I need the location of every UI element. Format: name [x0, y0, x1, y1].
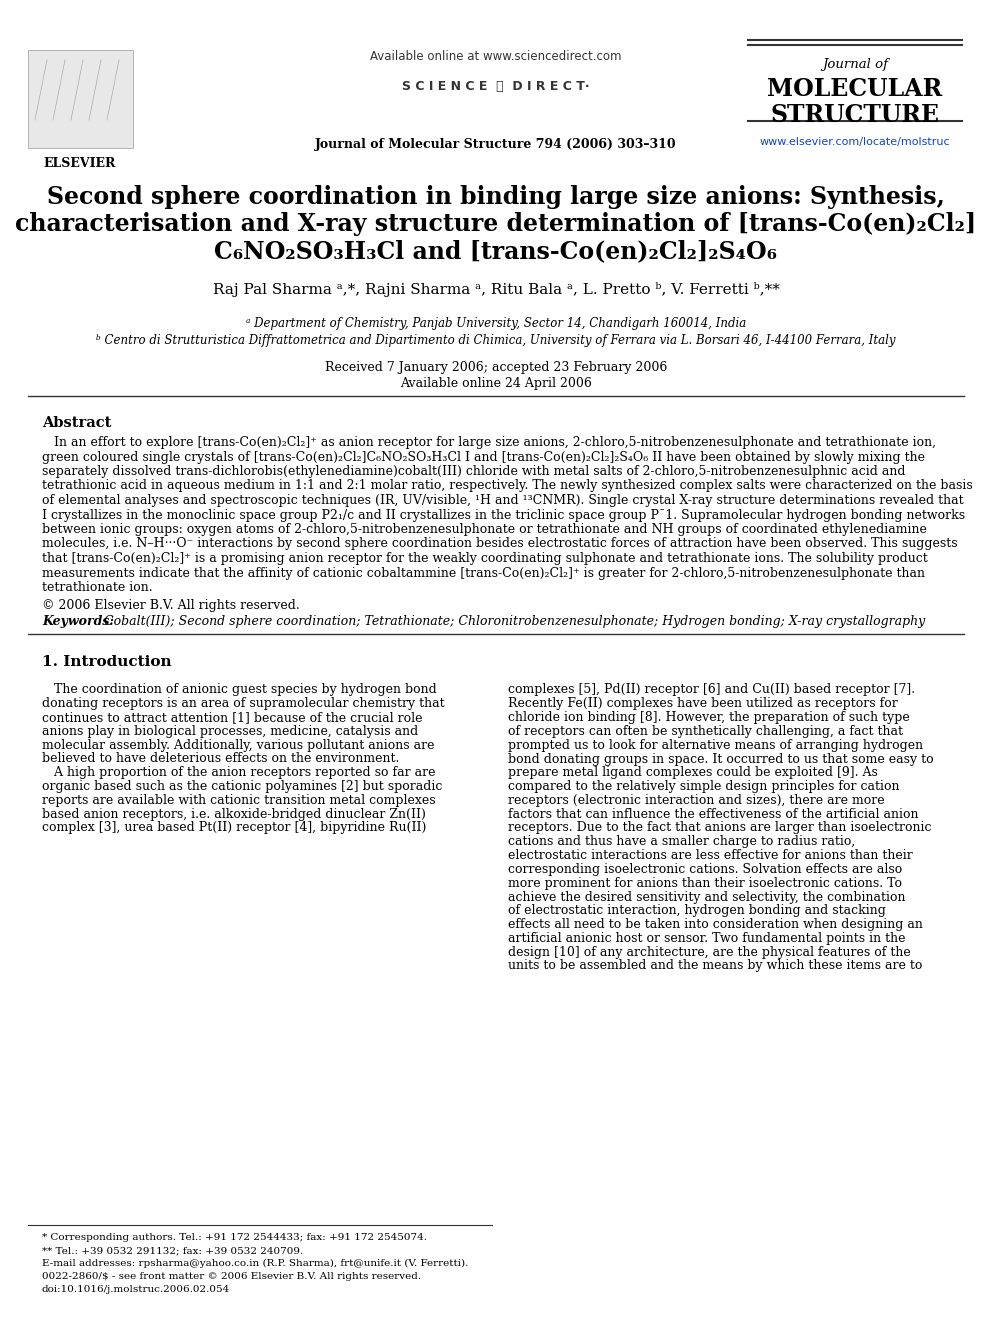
Text: Raj Pal Sharma ᵃ,*, Rajni Sharma ᵃ, Ritu Bala ᵃ, L. Pretto ᵇ, V. Ferretti ᵇ,**: Raj Pal Sharma ᵃ,*, Rajni Sharma ᵃ, Ritu… — [212, 282, 780, 296]
Text: between ionic groups: oxygen atoms of 2-chloro,5-nitrobenzenesulphonate or tetra: between ionic groups: oxygen atoms of 2-… — [42, 523, 927, 536]
Text: ᵃ Department of Chemistry, Panjab University, Sector 14, Chandigarh 160014, Indi: ᵃ Department of Chemistry, Panjab Univer… — [246, 318, 746, 329]
Text: prepare metal ligand complexes could be exploited [9]. As: prepare metal ligand complexes could be … — [508, 766, 878, 779]
Text: design [10] of any architecture, are the physical features of the: design [10] of any architecture, are the… — [508, 946, 911, 959]
Text: 1. Introduction: 1. Introduction — [42, 655, 172, 669]
Text: effects all need to be taken into consideration when designing an: effects all need to be taken into consid… — [508, 918, 923, 931]
Text: S C I E N C E  ⓓ  D I R E C T·: S C I E N C E ⓓ D I R E C T· — [402, 79, 590, 93]
Text: Available online at www.sciencedirect.com: Available online at www.sciencedirect.co… — [370, 50, 622, 64]
Text: receptors. Due to the fact that anions are larger than isoelectronic: receptors. Due to the fact that anions a… — [508, 822, 931, 835]
Text: I crystallizes in the monoclinic space group P2₁/c and II crystallizes in the tr: I crystallizes in the monoclinic space g… — [42, 508, 965, 521]
Text: anions play in biological processes, medicine, catalysis and: anions play in biological processes, med… — [42, 725, 419, 738]
Text: donating receptors is an area of supramolecular chemistry that: donating receptors is an area of supramo… — [42, 697, 444, 710]
Text: MOLECULAR: MOLECULAR — [768, 77, 942, 101]
Text: units to be assembled and the means by which these items are to: units to be assembled and the means by w… — [508, 959, 923, 972]
Bar — [28, 50, 133, 148]
Text: molecular assembly. Additionally, various pollutant anions are: molecular assembly. Additionally, variou… — [42, 738, 434, 751]
Text: Received 7 January 2006; accepted 23 February 2006: Received 7 January 2006; accepted 23 Feb… — [324, 361, 668, 374]
Text: © 2006 Elsevier B.V. All rights reserved.: © 2006 Elsevier B.V. All rights reserved… — [42, 599, 300, 613]
Text: more prominent for anions than their isoelectronic cations. To: more prominent for anions than their iso… — [508, 877, 902, 889]
Text: 0022-2860/$ - see front matter © 2006 Elsevier B.V. All rights reserved.: 0022-2860/$ - see front matter © 2006 El… — [42, 1271, 422, 1281]
Text: corresponding isoelectronic cations. Solvation effects are also: corresponding isoelectronic cations. Sol… — [508, 863, 903, 876]
Text: of receptors can often be synthetically challenging, a fact that: of receptors can often be synthetically … — [508, 725, 903, 738]
Text: organic based such as the cationic polyamines [2] but sporadic: organic based such as the cationic polya… — [42, 781, 442, 792]
Text: tetrathionate ion.: tetrathionate ion. — [42, 581, 153, 594]
Text: of electrostatic interaction, hydrogen bonding and stacking: of electrostatic interaction, hydrogen b… — [508, 905, 886, 917]
Text: receptors (electronic interaction and sizes), there are more: receptors (electronic interaction and si… — [508, 794, 885, 807]
Text: Journal of Molecular Structure 794 (2006) 303–310: Journal of Molecular Structure 794 (2006… — [315, 138, 677, 151]
Text: reports are available with cationic transition metal complexes: reports are available with cationic tran… — [42, 794, 435, 807]
Text: prompted us to look for alternative means of arranging hydrogen: prompted us to look for alternative mean… — [508, 738, 924, 751]
Text: Cobalt(III); Second sphere coordination; Tetrathionate; Chloronitrobenzenesulpho: Cobalt(III); Second sphere coordination;… — [100, 615, 926, 628]
Text: Recently Fe(II) complexes have been utilized as receptors for: Recently Fe(II) complexes have been util… — [508, 697, 898, 710]
Text: based anion receptors, i.e. alkoxide-bridged dinuclear Zn(II): based anion receptors, i.e. alkoxide-bri… — [42, 808, 426, 820]
Text: C₆NO₂SO₃H₃Cl and [trans-Co(en)₂Cl₂]₂S₄O₆: C₆NO₂SO₃H₃Cl and [trans-Co(en)₂Cl₂]₂S₄O₆ — [214, 239, 778, 263]
Text: molecules, i.e. N–H···O⁻ interactions by second sphere coordination besides elec: molecules, i.e. N–H···O⁻ interactions by… — [42, 537, 957, 550]
Text: ELSEVIER: ELSEVIER — [44, 157, 116, 169]
Text: compared to the relatively simple design principles for cation: compared to the relatively simple design… — [508, 781, 900, 792]
Text: * Corresponding authors. Tel.: +91 172 2544433; fax: +91 172 2545074.: * Corresponding authors. Tel.: +91 172 2… — [42, 1233, 427, 1242]
Text: chloride ion binding [8]. However, the preparation of such type: chloride ion binding [8]. However, the p… — [508, 710, 910, 724]
Text: E-mail addresses: rpsharma@yahoo.co.in (R.P. Sharma), frt@unife.it (V. Ferretti): E-mail addresses: rpsharma@yahoo.co.in (… — [42, 1259, 468, 1269]
Text: green coloured single crystals of [trans-Co(en)₂Cl₂]C₆NO₂SO₃H₃Cl I and [trans-Co: green coloured single crystals of [trans… — [42, 451, 925, 463]
Text: believed to have deleterious effects on the environment.: believed to have deleterious effects on … — [42, 753, 400, 766]
Text: Available online 24 April 2006: Available online 24 April 2006 — [400, 377, 592, 390]
Text: A high proportion of the anion receptors reported so far are: A high proportion of the anion receptors… — [42, 766, 435, 779]
Text: achieve the desired sensitivity and selectivity, the combination: achieve the desired sensitivity and sele… — [508, 890, 906, 904]
Text: In an effort to explore [trans-Co(en)₂Cl₂]⁺ as anion receptor for large size ani: In an effort to explore [trans-Co(en)₂Cl… — [42, 437, 936, 448]
Text: artificial anionic host or sensor. Two fundamental points in the: artificial anionic host or sensor. Two f… — [508, 931, 906, 945]
Text: STRUCTURE: STRUCTURE — [771, 103, 939, 127]
Text: The coordination of anionic guest species by hydrogen bond: The coordination of anionic guest specie… — [42, 684, 436, 696]
Text: doi:10.1016/j.molstruc.2006.02.054: doi:10.1016/j.molstruc.2006.02.054 — [42, 1285, 230, 1294]
Text: Second sphere coordination in binding large size anions: Synthesis,: Second sphere coordination in binding la… — [48, 185, 944, 209]
Text: continues to attract attention [1] because of the crucial role: continues to attract attention [1] becau… — [42, 710, 423, 724]
Text: separately dissolved trans-dichlorobis(ethylenediamine)cobalt(III) chloride with: separately dissolved trans-dichlorobis(e… — [42, 464, 906, 478]
Text: cations and thus have a smaller charge to radius ratio,: cations and thus have a smaller charge t… — [508, 835, 855, 848]
Text: ᵇ Centro di Strutturistica Diffrattometrica and Dipartimento di Chimica, Univers: ᵇ Centro di Strutturistica Diffrattometr… — [96, 333, 896, 347]
Text: factors that can influence the effectiveness of the artificial anion: factors that can influence the effective… — [508, 808, 919, 820]
Text: that [trans-Co(en)₂Cl₂]⁺ is a promising anion receptor for the weakly coordinati: that [trans-Co(en)₂Cl₂]⁺ is a promising … — [42, 552, 928, 565]
Text: Journal of: Journal of — [822, 58, 888, 71]
Text: characterisation and X-ray structure determination of [trans-Co(en)₂Cl₂]: characterisation and X-ray structure det… — [15, 212, 977, 235]
Text: bond donating groups in space. It occurred to us that some easy to: bond donating groups in space. It occurr… — [508, 753, 933, 766]
Text: measurements indicate that the affinity of cationic cobaltammine [trans-Co(en)₂C: measurements indicate that the affinity … — [42, 566, 925, 579]
Text: electrostatic interactions are less effective for anions than their: electrostatic interactions are less effe… — [508, 849, 913, 863]
Text: Abstract: Abstract — [42, 415, 111, 430]
Text: complex [3], urea based Pt(II) receptor [4], bipyridine Ru(II): complex [3], urea based Pt(II) receptor … — [42, 822, 427, 835]
Text: tetrathionic acid in aqueous medium in 1:1 and 2:1 molar ratio, respectively. Th: tetrathionic acid in aqueous medium in 1… — [42, 479, 973, 492]
Text: of elemental analyses and spectroscopic techniques (IR, UV/visible, ¹H and ¹³CNM: of elemental analyses and spectroscopic … — [42, 493, 963, 507]
Text: Keywords:: Keywords: — [42, 615, 114, 628]
Text: www.elsevier.com/locate/molstruc: www.elsevier.com/locate/molstruc — [760, 138, 950, 147]
Text: ** Tel.: +39 0532 291132; fax: +39 0532 240709.: ** Tel.: +39 0532 291132; fax: +39 0532 … — [42, 1246, 304, 1256]
Text: complexes [5], Pd(II) receptor [6] and Cu(II) based receptor [7].: complexes [5], Pd(II) receptor [6] and C… — [508, 684, 916, 696]
